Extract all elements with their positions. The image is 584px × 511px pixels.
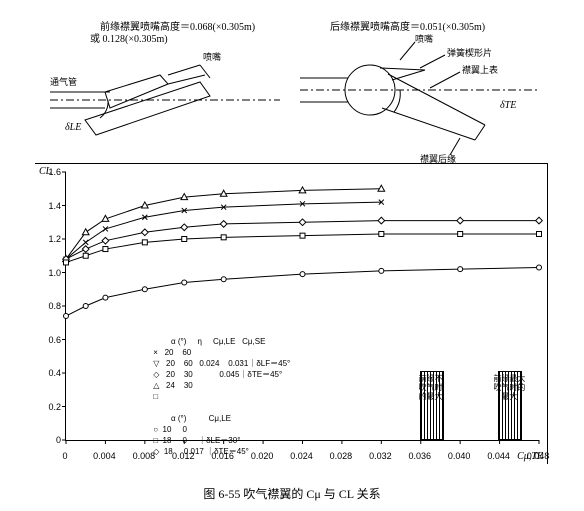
- y-tick: 1.0: [37, 268, 61, 278]
- y-tick: 0.8: [37, 301, 61, 311]
- x-tick: 0.016: [211, 451, 234, 461]
- x-tick: 0.028: [330, 451, 353, 461]
- y-tick: 1.2: [37, 234, 61, 244]
- annotation-bar-label: 前缘不 吹气时 的最大: [411, 374, 451, 401]
- x-tick: 0.048: [527, 451, 550, 461]
- x-tick: 0.008: [133, 451, 156, 461]
- y-tick: 1.6: [37, 167, 61, 177]
- y-tick: 1.4: [37, 201, 61, 211]
- x-tick: 0: [62, 451, 67, 461]
- y-tick: 0.4: [37, 368, 61, 378]
- label-spring: 弹簧楔形片: [447, 47, 492, 58]
- y-tick: 0: [37, 435, 61, 445]
- annotation-bar-label: 前缘最大 吹气时的 最大: [489, 374, 529, 401]
- x-tick: 0.040: [448, 451, 471, 461]
- y-tick: 0.6: [37, 335, 61, 345]
- label-nozzle-left: 喷嘴: [203, 52, 221, 62]
- figure-caption: 图 6-55 吹气襟翼的 Cμ 与 CL 关系: [0, 485, 584, 502]
- label-delta-le: δLE: [65, 122, 81, 133]
- label-delta-te: δTE: [500, 100, 516, 111]
- legend: α (°) η Cμ,LE Cμ,SE × 20 60 ▽ 20 60 0.02…: [151, 336, 290, 457]
- label-nozzle-right: 喷嘴: [415, 34, 433, 44]
- x-tick: 0.012: [172, 451, 195, 461]
- x-tick: 0.036: [408, 451, 431, 461]
- plot-area: 前缘不 吹气时 的最大前缘最大 吹气时的 最大 α (°) η Cμ,LE Cμ…: [65, 172, 539, 441]
- x-tick: 0.020: [251, 451, 274, 461]
- chart-frame: CL 前缘不 吹气时 的最大前缘最大 吹气时的 最大 α (°) η Cμ,LE…: [35, 163, 548, 464]
- leading-edge-schematic: 喷嘴 通气管 δLE: [50, 30, 280, 160]
- trailing-edge-schematic: 喷嘴 弹簧楔形片 襟翼上表 δTE 襟翼后缘: [300, 30, 540, 165]
- label-duct: 通气管: [50, 76, 77, 87]
- x-tick: 0.044: [487, 451, 510, 461]
- x-tick: 0.024: [290, 451, 313, 461]
- label-upper: 襟翼上表: [462, 64, 498, 75]
- y-tick: 0.2: [37, 402, 61, 412]
- x-tick: 0.004: [93, 451, 116, 461]
- x-tick: 0.032: [369, 451, 392, 461]
- plot-svg: [66, 172, 539, 440]
